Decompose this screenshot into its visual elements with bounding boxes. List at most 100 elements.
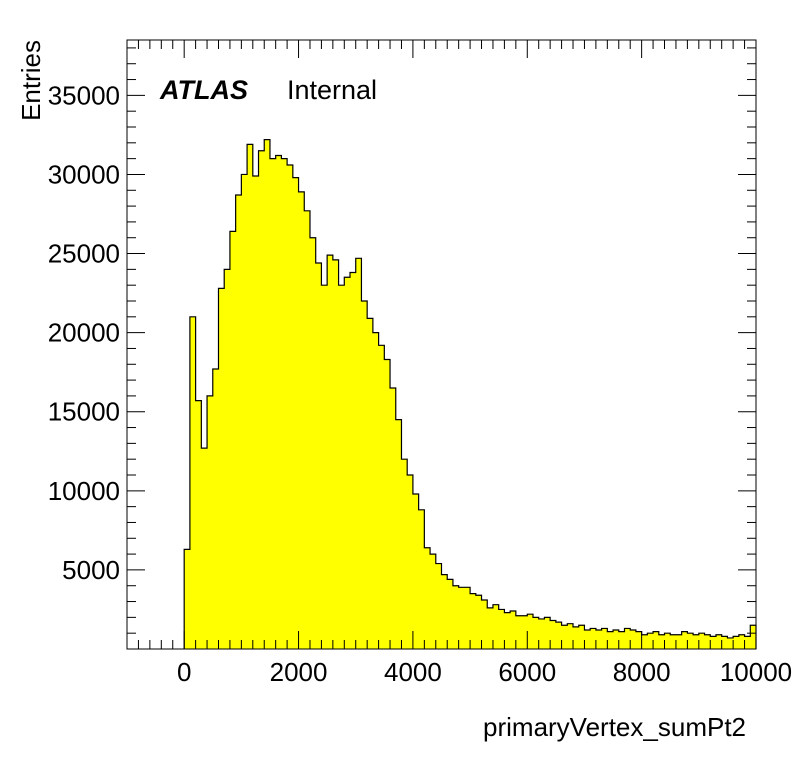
histogram-bar xyxy=(664,633,671,649)
histogram-bar xyxy=(441,574,448,649)
y-tick-label: 35000 xyxy=(48,80,120,110)
histogram-bar xyxy=(201,448,208,649)
x-tick-label: 4000 xyxy=(384,657,442,687)
histogram-bar xyxy=(687,633,694,649)
histogram-bar xyxy=(241,174,248,650)
histogram-bar xyxy=(710,636,717,649)
histogram-bar xyxy=(498,609,505,649)
histogram-bar xyxy=(195,400,202,649)
histogram-bar xyxy=(447,579,454,649)
internal-label: Internal xyxy=(287,75,377,105)
plot-frame xyxy=(126,39,757,650)
histogram-bar xyxy=(247,144,254,649)
histogram-bar xyxy=(510,611,517,649)
histogram-bar xyxy=(292,177,299,650)
histogram-bar xyxy=(327,255,334,650)
histogram-bar xyxy=(670,634,677,649)
histogram-bar xyxy=(361,301,368,649)
histogram-bar xyxy=(641,634,648,649)
histogram-bar xyxy=(613,630,620,649)
histogram-bar xyxy=(504,612,511,649)
histogram-bar xyxy=(189,316,197,649)
histogram-bar xyxy=(515,615,522,649)
histogram-bar xyxy=(738,634,745,649)
histogram-bar xyxy=(727,637,734,649)
y-tick-label: 30000 xyxy=(48,159,120,189)
histogram-bar xyxy=(384,359,391,649)
histogram-bar xyxy=(658,634,665,649)
histogram-bar xyxy=(733,636,740,649)
histogram-bar xyxy=(304,210,311,649)
histogram-outline xyxy=(183,139,757,649)
histogram-bar xyxy=(595,630,603,649)
histogram-bar xyxy=(407,475,414,649)
histogram-bar xyxy=(578,625,585,649)
histogram-bar xyxy=(412,493,420,649)
histogram-bar xyxy=(264,139,271,649)
histogram-bar xyxy=(475,595,482,649)
histogram-bar xyxy=(338,285,345,649)
axis-ticks xyxy=(126,40,757,649)
histogram-bar xyxy=(281,158,288,650)
histogram-bar xyxy=(492,604,500,649)
histogram-bar xyxy=(269,158,277,650)
x-tick-label: 8000 xyxy=(613,657,671,687)
histogram-bar xyxy=(590,628,597,649)
histogram-bar xyxy=(275,155,282,650)
histogram-bar xyxy=(344,277,351,649)
y-tick-labels: 5000 10000 15000 20000 25000 30000 35000 xyxy=(48,80,120,585)
histogram-bar xyxy=(470,593,477,649)
histogram-bar xyxy=(487,607,494,649)
histogram-bar xyxy=(367,318,374,649)
atlas-label: ATLAS xyxy=(159,75,248,105)
y-tick-label: 15000 xyxy=(48,397,120,427)
histogram-bar xyxy=(624,628,631,649)
histogram-bar xyxy=(395,419,402,649)
histogram-bar xyxy=(550,620,557,649)
histogram-bar xyxy=(481,599,488,649)
histogram-bar xyxy=(418,509,425,649)
histogram-bar xyxy=(544,617,551,649)
histogram-bar xyxy=(458,587,465,649)
histogram-bar xyxy=(372,332,379,649)
histogram-bar xyxy=(184,549,191,649)
histogram-bar xyxy=(430,554,437,649)
x-tick-labels: 0 2000 4000 6000 8000 10000 xyxy=(177,657,792,687)
histogram-bar xyxy=(698,633,705,649)
histogram-bar xyxy=(653,631,660,649)
x-tick-label: 0 xyxy=(177,657,191,687)
histogram-bar xyxy=(401,459,408,649)
histogram-bar xyxy=(555,622,562,649)
histogram-bar xyxy=(681,631,688,649)
histogram-bar xyxy=(635,631,643,649)
histogram-bar xyxy=(704,634,711,649)
histogram-bar xyxy=(584,630,591,649)
histogram-bar xyxy=(212,369,219,649)
histogram-bar xyxy=(630,630,637,649)
histogram-bar xyxy=(258,150,265,649)
histogram-bar xyxy=(618,631,625,649)
histogram-bar xyxy=(287,164,294,650)
histogram-bar xyxy=(350,272,357,649)
histogram-bar xyxy=(315,263,322,649)
y-tick-label: 5000 xyxy=(62,555,120,585)
histogram-bar xyxy=(298,191,305,649)
histogram-bar xyxy=(532,617,540,649)
histogram-bar xyxy=(332,259,339,649)
histogram-bar xyxy=(435,563,442,649)
histogram-bar xyxy=(601,628,608,649)
y-axis-title: Entries xyxy=(16,40,46,121)
histogram-bar xyxy=(252,176,259,649)
histogram-bar xyxy=(647,633,654,649)
x-tick-label: 10000 xyxy=(720,657,792,687)
histogram-bar xyxy=(538,618,545,649)
histogram-bar xyxy=(693,634,700,649)
histogram-bar xyxy=(424,547,431,649)
histogram-bar xyxy=(378,345,385,649)
histogram-bar xyxy=(207,395,214,649)
histogram-bar xyxy=(567,623,574,649)
histogram-bar xyxy=(521,615,528,649)
x-tick-label: 6000 xyxy=(498,657,556,687)
histogram-bar xyxy=(224,269,231,649)
